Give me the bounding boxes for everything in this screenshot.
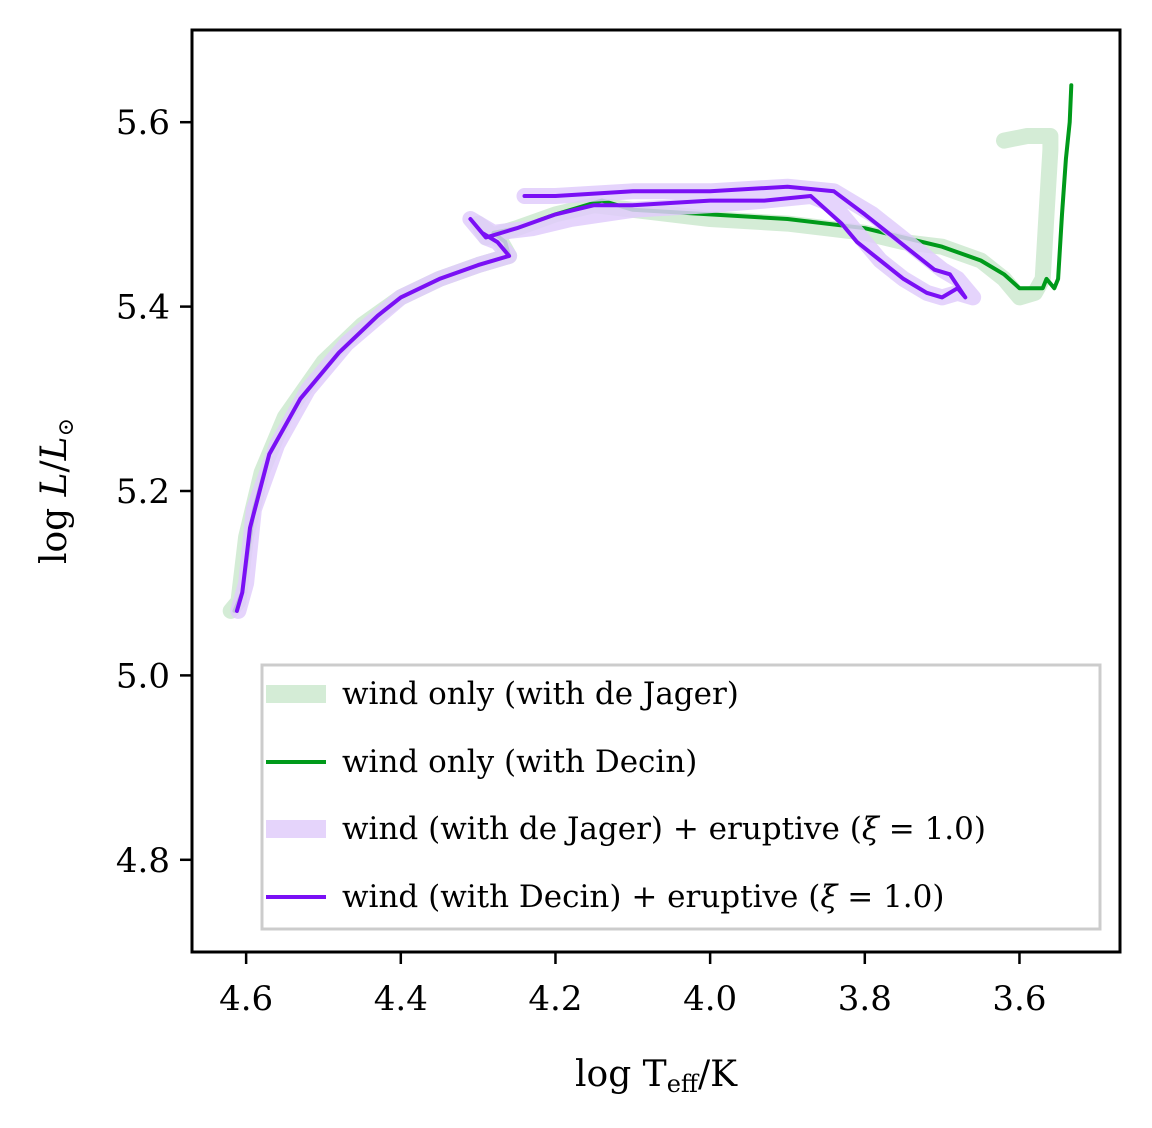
x-tick-label: 4.4	[374, 979, 428, 1019]
legend-label-3: wind (with de Jager) + eruptive (ξ = 1.0…	[342, 811, 986, 847]
legend-label-4: wind (with Decin) + eruptive (ξ = 1.0)	[342, 879, 944, 915]
series-line-3	[230, 178, 982, 619]
y-tick-label: 5.2	[116, 472, 170, 512]
y-tick-label: 5.0	[116, 656, 170, 696]
legend-label-2: wind only (with Decin)	[342, 744, 697, 780]
x-axis-ticks: 4.6 4.4 4.2 4.0 3.8 3.6	[219, 952, 1047, 1019]
y-tick-label: 5.4	[116, 288, 170, 328]
x-axis-label: log Teff/K	[575, 1054, 738, 1098]
y-axis-label: log L/L⊙	[34, 418, 79, 564]
legend-entries: wind only (with de Jager) wind only (with…	[266, 676, 986, 915]
series-line-4	[234, 184, 968, 613]
series-line-2	[232, 83, 1074, 613]
x-tick-label: 4.6	[219, 979, 273, 1019]
x-tick-label: 4.2	[528, 979, 582, 1019]
legend: wind only (with de Jager) wind only (with…	[260, 663, 1102, 931]
y-axis-ticks: 4.8 5.0 5.2 5.4 5.6	[116, 103, 192, 881]
legend-label-1: wind only (with de Jager)	[342, 676, 739, 712]
y-tick-label: 5.6	[116, 103, 170, 143]
x-tick-label: 3.8	[838, 979, 892, 1019]
x-tick-label: 4.0	[683, 979, 737, 1019]
y-tick-label: 4.8	[116, 841, 170, 881]
x-tick-label: 3.6	[992, 979, 1046, 1019]
series-layer	[222, 83, 1074, 619]
legend-frame	[260, 663, 1102, 931]
